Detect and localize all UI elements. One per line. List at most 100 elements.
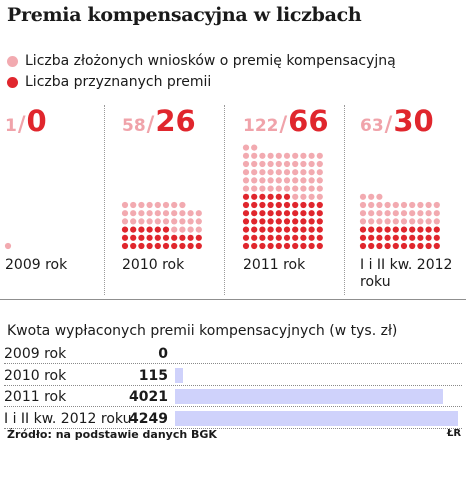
granted-dot	[187, 242, 194, 250]
granted-dot	[251, 242, 258, 250]
application-dot	[251, 169, 258, 176]
application-dot	[267, 152, 274, 159]
granted-dot	[292, 242, 299, 250]
legend-item-applications: Liczba złożonych wniosków o premię kompe…	[7, 51, 396, 71]
granted-dot	[283, 218, 291, 225]
granted-dot	[146, 234, 153, 241]
granted-dot	[300, 201, 307, 209]
application-dot	[316, 169, 323, 176]
granted-dot	[368, 242, 375, 250]
application-dot	[154, 218, 161, 225]
application-dot	[417, 218, 424, 225]
granted-dot	[409, 242, 416, 250]
application-dot	[267, 160, 274, 168]
application-dot	[376, 210, 383, 217]
application-dot	[384, 218, 391, 225]
granted-dot	[275, 201, 282, 209]
application-dot	[154, 201, 161, 209]
granted-dot	[384, 234, 391, 241]
application-dot	[267, 185, 274, 192]
granted-dot	[283, 226, 291, 233]
granted-dot	[308, 226, 315, 233]
granted-dot	[154, 226, 161, 233]
granted-dot	[195, 242, 202, 250]
granted-dot	[259, 210, 266, 217]
application-dot	[275, 169, 282, 176]
legend-item-granted: Liczba przyznanych premii	[7, 72, 211, 92]
granted-dot	[425, 242, 432, 250]
granted-dot	[179, 242, 186, 250]
granted-dot	[267, 201, 274, 209]
application-dot	[368, 210, 375, 217]
bar-value-label: 4021	[129, 389, 168, 405]
application-dot	[138, 201, 145, 209]
bar-category-label: I i II kw. 2012 roku	[4, 411, 132, 427]
application-dot	[138, 218, 145, 225]
application-dot	[138, 210, 145, 217]
applications-dot-icon	[7, 55, 18, 67]
granted-dot	[409, 226, 416, 233]
category-label: 2009 rok	[5, 257, 68, 273]
application-dot	[308, 177, 315, 184]
granted-dot	[425, 234, 432, 241]
application-dot	[316, 177, 323, 184]
applications-value: 1	[5, 116, 17, 136]
legend-label-granted: Liczba przyznanych premii	[25, 74, 212, 90]
granted-value: 66	[288, 104, 329, 138]
application-dot	[171, 201, 178, 209]
application-dot	[171, 226, 178, 233]
application-dot	[179, 226, 186, 233]
application-dot	[162, 201, 170, 209]
granted-dot	[130, 242, 137, 250]
application-dot	[275, 177, 282, 184]
granted-dot	[130, 226, 137, 233]
granted-dot	[138, 242, 145, 250]
application-dot	[121, 210, 129, 217]
payout-bar	[175, 389, 443, 404]
granted-dot	[417, 234, 424, 241]
application-dot	[316, 185, 323, 192]
application-dot	[292, 169, 299, 176]
granted-dot	[308, 242, 315, 250]
application-dot	[308, 152, 315, 159]
application-dot	[162, 218, 170, 225]
granted-dot	[433, 234, 440, 241]
granted-dot	[171, 234, 178, 241]
application-dot	[259, 160, 266, 168]
granted-dot	[392, 242, 399, 250]
application-dot	[283, 185, 291, 192]
application-dot	[283, 152, 291, 159]
application-dot	[259, 152, 266, 159]
granted-dot	[400, 234, 408, 241]
application-dot	[292, 185, 299, 192]
value-separator: /	[17, 112, 26, 136]
application-dot	[433, 218, 440, 225]
column-values: 63/30	[360, 104, 434, 138]
author-credit: ŁR	[447, 428, 462, 439]
application-dot	[275, 152, 282, 159]
application-dot	[275, 160, 282, 168]
granted-dot	[316, 201, 323, 209]
application-dot	[130, 218, 137, 225]
granted-dot	[162, 242, 170, 250]
application-dot	[316, 160, 323, 168]
source-note: Źródło: na podstawie danych BGK	[7, 428, 217, 441]
value-separator: /	[384, 112, 393, 136]
page-title: Premia kompensacyjna w liczbach	[7, 4, 362, 26]
granted-dot	[179, 234, 186, 241]
granted-dot	[267, 218, 274, 225]
granted-dot	[259, 201, 266, 209]
application-dot	[359, 210, 367, 217]
granted-dot	[283, 234, 291, 241]
granted-dot	[242, 210, 250, 217]
application-dot	[400, 218, 408, 225]
application-dot	[179, 201, 186, 209]
application-dot	[121, 218, 129, 225]
application-dot	[259, 185, 266, 192]
granted-dot	[392, 234, 399, 241]
application-dot	[425, 218, 432, 225]
granted-dot	[121, 242, 129, 250]
application-dot	[425, 210, 432, 217]
bar-chart-title: Kwota wypłaconych premii kompensacyjnych…	[7, 323, 398, 339]
application-dot	[242, 185, 250, 192]
